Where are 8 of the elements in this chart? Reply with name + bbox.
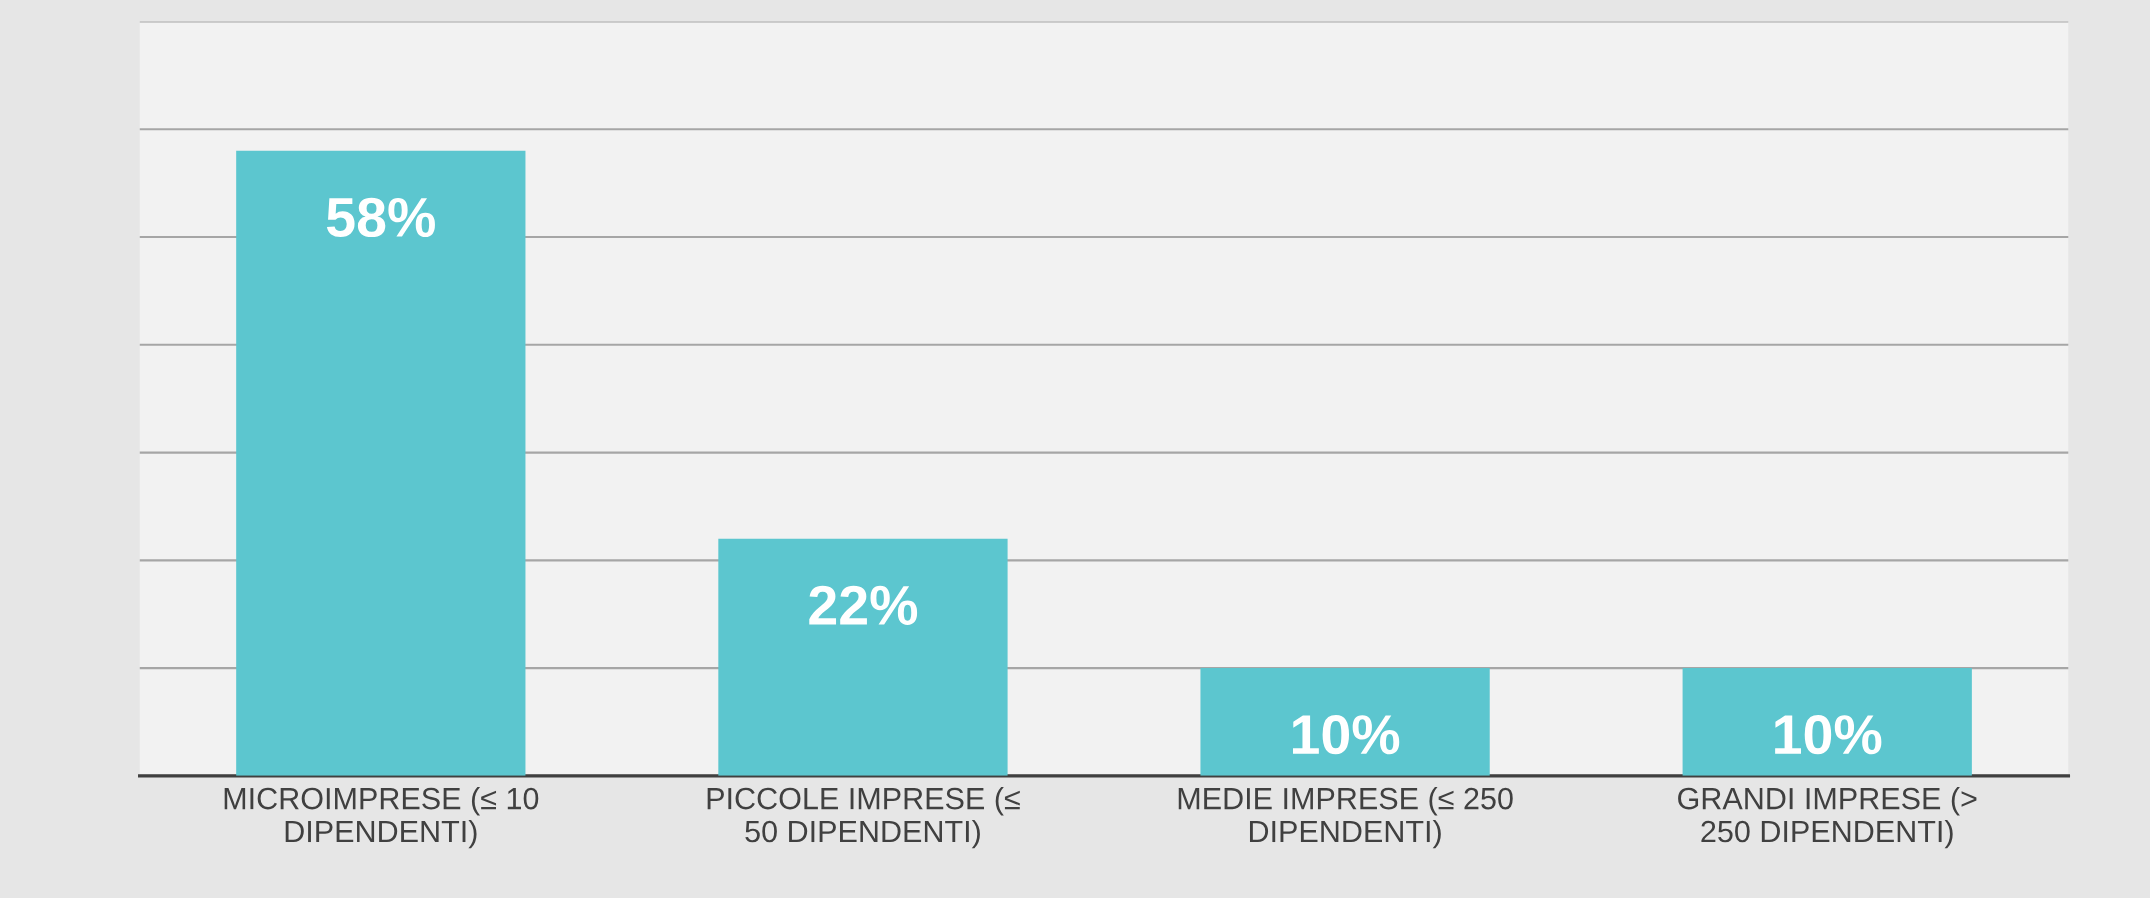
x-tick-label: MEDIE IMPRESE (≤ 250 DIPENDENTI): [1178, 786, 1513, 849]
data-label: 10%: [1293, 715, 1400, 755]
data-label: 58%: [326, 197, 435, 238]
x-tick-label: PICCOLE IMPRESE (≤ 50 DIPENDENTI): [707, 786, 1020, 849]
data-label: 10%: [1775, 715, 1882, 755]
x-tick-label: MICROIMPRESE (≤ 10 DIPENDENTI): [224, 786, 539, 849]
data-label: 22%: [809, 585, 918, 625]
x-tick-label: GRANDI IMPRESE (> 250 DIPENDENTI): [1678, 786, 1977, 849]
